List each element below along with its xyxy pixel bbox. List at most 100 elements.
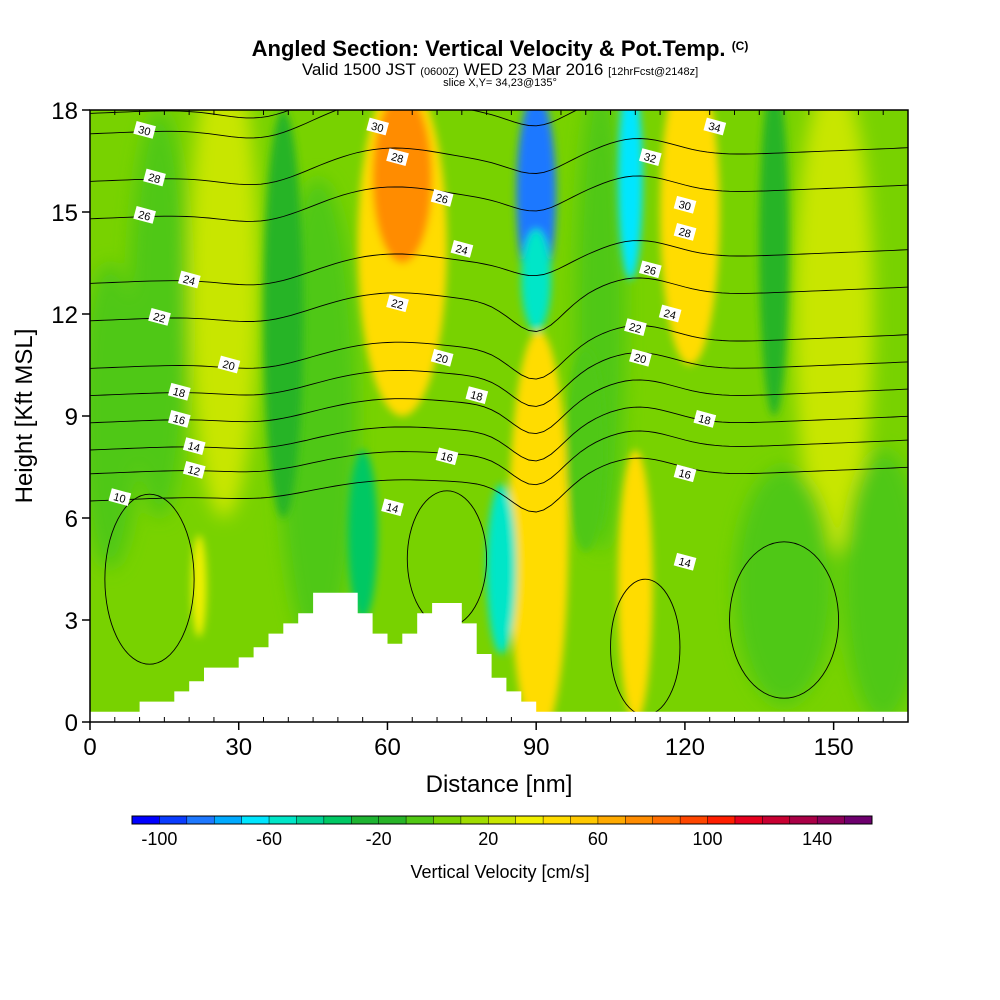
isentrope-label: 12	[182, 461, 206, 479]
isentrope-label: 30	[366, 117, 389, 136]
vertical-velocity-field	[90, 110, 908, 722]
isentrope-30	[90, 110, 578, 139]
isentrope-label: 32	[638, 148, 662, 166]
colorbar-swatch	[515, 816, 544, 824]
isentrope-label-bg	[693, 410, 717, 428]
isentrope-label-text: 34	[707, 121, 722, 136]
subtitle-valid: Valid 1500 JST	[301, 60, 416, 79]
field-band	[793, 110, 874, 552]
isentrope-14	[90, 406, 908, 462]
isentrope-18	[90, 352, 908, 407]
colorbar-swatch	[543, 816, 572, 824]
colorbar-swatch	[269, 816, 297, 824]
colorbar-swatch	[734, 816, 763, 824]
isentrope-10	[90, 457, 908, 513]
isentrope-label-bg	[386, 294, 409, 313]
isentrope-label-bg	[435, 447, 459, 466]
isentrope-label: 10	[108, 488, 132, 506]
isentrope-label-text: 26	[137, 209, 152, 224]
isentrope-label: 30	[673, 195, 697, 214]
velocity-feature	[263, 110, 304, 518]
isentrope-label-text: 10	[112, 491, 127, 506]
isentrope-label-text: 30	[370, 121, 385, 136]
isentrope-label-text: 16	[439, 450, 454, 465]
isentrope-label: 20	[629, 348, 652, 367]
colorbar-tick-label: -20	[366, 829, 392, 849]
x-axis-label: Distance [nm]	[426, 771, 573, 798]
isentrope-label-bg	[381, 498, 404, 517]
isentrope-label: 20	[217, 355, 241, 374]
isentrope-22	[90, 277, 908, 332]
title-mark: (C)	[731, 39, 749, 53]
colorbar-tick-label: -100	[141, 829, 177, 849]
isentrope-label: 28	[143, 168, 166, 187]
isentrope-label-text: 30	[137, 124, 152, 139]
isentrope-label: 22	[148, 308, 171, 326]
colorbar-swatch	[652, 816, 681, 824]
isentrope-label-text: 28	[147, 172, 162, 187]
isentrope-loop	[104, 493, 195, 665]
isentrope-label-bg	[108, 488, 132, 506]
y-tick-label: 15	[51, 200, 78, 227]
isentrope-label-text: 32	[642, 151, 657, 166]
isentrope-label-bg	[703, 117, 727, 136]
x-tick-label: 60	[374, 734, 401, 761]
colorbar-swatch	[241, 816, 270, 824]
isentrope-label-text: 26	[642, 263, 657, 278]
y-tick-label: 0	[65, 710, 78, 737]
colorbar-swatch	[433, 816, 462, 824]
colorbar-tick-label: 100	[693, 829, 723, 849]
y-tick-label: 6	[65, 506, 78, 533]
velocity-feature	[372, 110, 433, 263]
isentrope-label-bg	[386, 148, 409, 166]
isentrope-label: 30	[133, 121, 156, 139]
colorbar-tick-label: 140	[802, 829, 832, 849]
isentrope-label-text: 20	[221, 359, 236, 374]
isentrope-label: 14	[381, 498, 404, 517]
isentrope-loop	[729, 541, 840, 699]
isentrope-label-text: 24	[181, 274, 196, 289]
isentrope-label-text: 14	[186, 440, 201, 455]
field-band	[843, 450, 908, 722]
isentrope-label-bg	[182, 437, 206, 455]
isentrope-label-text: 28	[390, 151, 405, 166]
isentrope-label-text: 26	[434, 192, 449, 207]
isentrope-label-text: 30	[677, 199, 692, 214]
terrain-polygon	[90, 592, 908, 722]
velocity-feature	[191, 535, 207, 637]
colorbar-swatch	[762, 816, 791, 824]
slice-info: slice X,Y= 34,23@135°	[443, 77, 557, 89]
velocity-feature	[347, 450, 378, 620]
isentrope-label-bg	[638, 148, 662, 166]
isentrope-label-bg	[638, 260, 662, 279]
isentrope-label: 20	[430, 348, 454, 367]
isentrope-label-bg	[629, 348, 652, 367]
colorbar-swatch	[488, 816, 517, 824]
colorbar: -100 -60 -20 20 60 100 140	[131, 815, 873, 849]
velocity-feature	[521, 229, 552, 331]
axes: 0 30 60 90 120 150 0 3 6 9 12 15 18 Distance [nm] Heig…	[11, 98, 884, 798]
y-tick-label: 9	[65, 404, 78, 431]
field-band	[189, 110, 259, 518]
colorbar-tick-label: -60	[256, 829, 282, 849]
chart-title-text: Angled Section: Vertical Velocity & Pot.…	[251, 36, 726, 61]
isentrope-label: 18	[167, 382, 191, 401]
isentrope-label-bg	[450, 240, 474, 258]
colorbar-swatch	[625, 816, 654, 824]
isentrope-label: 26	[133, 206, 156, 224]
subtitle-date: WED 23 Mar 2016	[463, 60, 604, 79]
velocity-feature	[486, 484, 517, 654]
colorbar-swatch	[844, 816, 873, 824]
isentrope-label-text: 16	[677, 467, 692, 482]
colorbar-swatch	[378, 816, 407, 824]
isentrope-label: 24	[177, 270, 201, 289]
isentrope-label-text: 22	[152, 311, 167, 326]
isentrope-label-bg	[217, 355, 241, 374]
isentrope-label-text: 20	[633, 352, 648, 367]
isentrope-label-text: 18	[171, 386, 186, 401]
isentrope-label-bg	[673, 552, 697, 571]
isentrope-label: 22	[386, 294, 409, 313]
isentrope-label-text: 12	[186, 464, 201, 479]
isentrope-label: 28	[673, 223, 697, 241]
isentrope-label-bg	[673, 195, 697, 214]
